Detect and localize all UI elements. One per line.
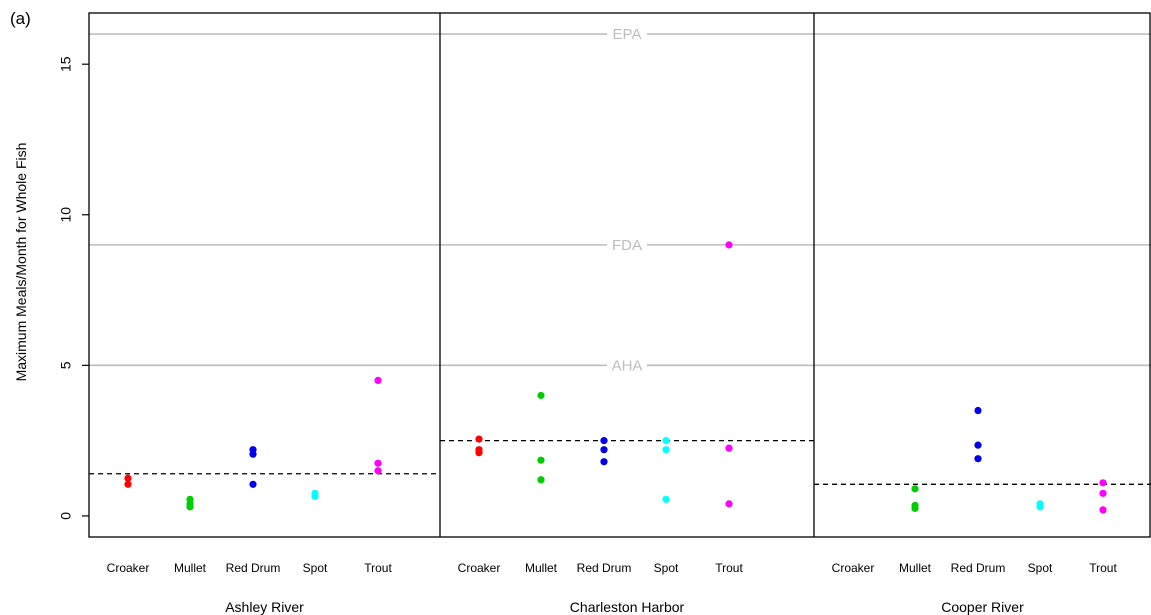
data-point — [537, 456, 545, 464]
x-tick-label: Red Drum — [577, 561, 632, 575]
y-tick-label: 10 — [58, 207, 74, 223]
data-point — [911, 485, 919, 493]
plot-frame — [88, 12, 1151, 538]
data-point — [911, 501, 919, 509]
y-axis-label: Maximum Meals/Month for Whole Fish — [13, 143, 29, 382]
data-point — [374, 376, 382, 385]
data-point — [725, 500, 733, 508]
y-tick-label: 5 — [58, 361, 74, 369]
data-point — [974, 455, 982, 463]
x-tick-label: Trout — [1089, 561, 1117, 575]
data-point — [537, 391, 545, 400]
plot-area: EPA FDA AHA Croaker Mullet Red Drum Spot Trout A… — [58, 12, 1151, 615]
data-point — [974, 406, 982, 415]
data-point — [124, 480, 132, 488]
reference-label-bg-aha — [607, 356, 647, 375]
data-point — [600, 446, 608, 454]
x-tick-label: Red Drum — [226, 561, 281, 575]
x-tick-label: Spot — [654, 561, 679, 575]
reference-label-bg-fda — [607, 235, 647, 254]
x-tick-label: Mullet — [899, 561, 932, 575]
reference-label-aha: AHA — [612, 357, 643, 374]
data-point — [1099, 479, 1107, 487]
data-point — [124, 474, 132, 482]
data-point — [249, 446, 257, 454]
data-point — [1099, 506, 1107, 514]
x-tick-label: Croaker — [832, 561, 875, 575]
data-point — [662, 437, 670, 445]
panel-tag: (a) — [10, 9, 31, 28]
x-tick-label: Croaker — [107, 561, 150, 575]
x-tick-label: Trout — [715, 561, 743, 575]
data-point — [974, 441, 982, 449]
data-point — [249, 480, 257, 488]
reference-label-epa: EPA — [613, 26, 642, 43]
x-tick-label: Spot — [1028, 561, 1053, 575]
data-point — [662, 495, 670, 503]
x-tick-label: Mullet — [525, 561, 558, 575]
data-point — [600, 437, 608, 445]
data-point — [186, 495, 194, 503]
data-point — [725, 241, 733, 249]
data-point — [537, 476, 545, 484]
reference-label-fda: FDA — [612, 237, 642, 254]
x-tick-label: Trout — [364, 561, 392, 575]
data-point — [600, 458, 608, 466]
y-tick-label: 15 — [58, 56, 74, 72]
reference-label-bg-epa — [607, 25, 647, 44]
data-point — [662, 446, 670, 454]
data-point — [1036, 500, 1044, 508]
data-point — [725, 444, 733, 452]
x-tick-label: Spot — [303, 561, 328, 575]
panel-label: Ashley River — [225, 599, 304, 615]
panel-label: Cooper River — [941, 599, 1024, 615]
data-point — [374, 459, 382, 467]
x-tick-label: Red Drum — [951, 561, 1006, 575]
data-point — [311, 489, 319, 497]
panel-label: Charleston Harbor — [570, 599, 685, 615]
x-tick-label: Mullet — [174, 561, 207, 575]
data-point — [475, 446, 483, 454]
data-point — [374, 467, 382, 475]
y-tick-label: 0 — [58, 512, 74, 520]
data-point — [475, 435, 483, 443]
x-tick-label: Croaker — [458, 561, 501, 575]
data-point — [1099, 489, 1107, 497]
